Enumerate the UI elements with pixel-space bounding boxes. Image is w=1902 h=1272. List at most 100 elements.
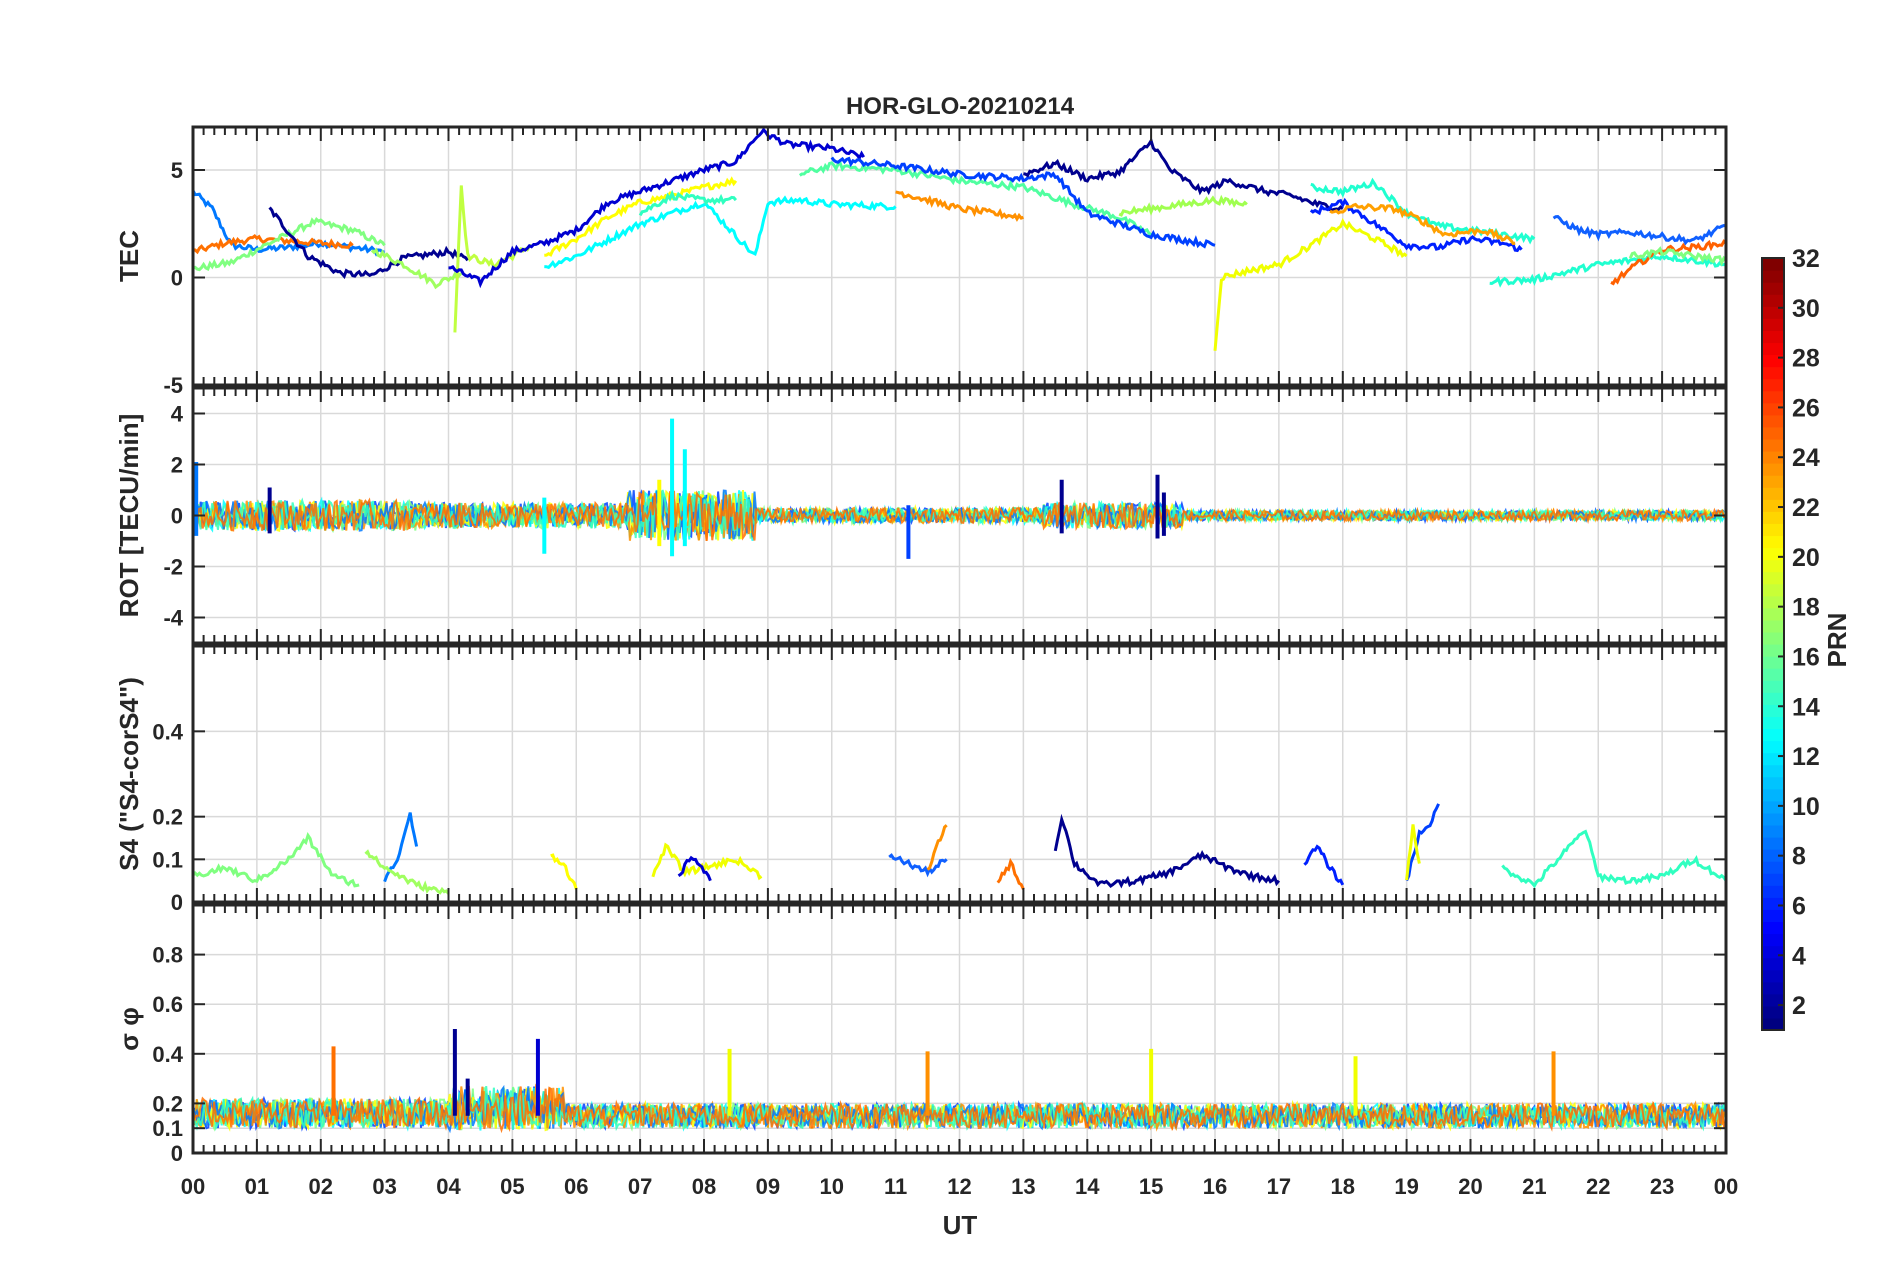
- colorbar-segment: [1762, 463, 1784, 476]
- colorbar-tick-label: 10: [1792, 793, 1820, 821]
- colorbar-segment: [1762, 824, 1784, 838]
- colorbar-segment: [1762, 752, 1784, 766]
- series-prn-1: [1023, 137, 1344, 212]
- x-tick-label: 02: [309, 1174, 333, 1199]
- x-ticks: [192, 388, 1727, 643]
- colorbar-segment: [1762, 861, 1784, 874]
- series-prn-24: [1610, 239, 1726, 286]
- colorbar-segment: [1762, 969, 1784, 983]
- colorbar-segment: [1762, 619, 1784, 633]
- series-prn-20: [544, 176, 738, 257]
- y-axis-label: TEC: [114, 230, 144, 282]
- x-tick-label: 21: [1522, 1174, 1546, 1199]
- colorbar-segment: [1762, 909, 1784, 923]
- panel-TEC: 5 0 -5 TEC: [114, 125, 1728, 398]
- series-prn-3: [448, 127, 865, 289]
- colorbar-segment: [1762, 945, 1784, 959]
- colorbar-segment: [1762, 451, 1784, 464]
- colorbar-tick-label: 16: [1792, 643, 1820, 671]
- colorbar-segment: [1762, 668, 1784, 681]
- y-tick-label: 0: [171, 1141, 183, 1166]
- series-prn-2: [268, 206, 469, 280]
- series-prn-18: [370, 247, 463, 290]
- x-tick-label: 16: [1203, 1174, 1227, 1199]
- y-tick-label: 0.1: [152, 847, 183, 872]
- series-prn-24: [193, 234, 354, 255]
- series-prn-7: [888, 853, 948, 878]
- series-prn-16: [193, 831, 360, 888]
- series-prn-21: [1405, 824, 1421, 881]
- y-axis-label: ROT [TECU/min]: [114, 414, 144, 618]
- colorbar-segment: [1762, 631, 1784, 645]
- colorbar-segment: [1762, 378, 1784, 392]
- y-tick-label: 4: [171, 402, 184, 427]
- colorbar-tick-label: 28: [1792, 345, 1820, 373]
- colorbar-tick-label: 22: [1792, 494, 1820, 522]
- x-tick-label: 18: [1331, 1174, 1355, 1199]
- series-prn-9: [193, 189, 385, 257]
- colorbar-segment: [1762, 426, 1784, 440]
- colorbar-segment: [1762, 366, 1784, 380]
- colorbar-tick-label: 4: [1792, 942, 1806, 970]
- colorbar-segment: [1762, 499, 1784, 512]
- colorbar-segment: [1762, 330, 1784, 344]
- panel-data: [193, 418, 1726, 559]
- colorbar-segment: [1762, 837, 1784, 850]
- colorbar-segment: [1762, 873, 1784, 886]
- x-tick-label: 08: [692, 1174, 716, 1199]
- colorbar-segment: [1762, 595, 1784, 609]
- colorbar-segment: [1762, 547, 1784, 561]
- colorbar-segment: [1762, 812, 1784, 826]
- noise-trace: [193, 1085, 1726, 1134]
- colorbar-segment: [1762, 438, 1784, 452]
- colorbar-tick-label: 32: [1792, 245, 1820, 273]
- colorbar-segment: [1762, 776, 1784, 790]
- x-tick-label: 15: [1139, 1174, 1163, 1199]
- colorbar-tick-label: 26: [1792, 394, 1820, 422]
- colorbar-segment: [1762, 740, 1784, 754]
- series-prn-21: [651, 842, 763, 881]
- x-ticks: [192, 905, 1727, 1153]
- y-tick-label: 2: [171, 453, 183, 478]
- colorbar-segment: [1762, 788, 1784, 802]
- colorbar-tick-label: 6: [1792, 892, 1806, 920]
- colorbar-segment: [1762, 692, 1784, 705]
- series-prn-4: [1405, 803, 1440, 882]
- series-prn-12: [544, 195, 897, 270]
- y-tick-label: 0.6: [152, 992, 183, 1017]
- x-tick-label: 03: [372, 1174, 396, 1199]
- series-prn-23: [895, 190, 1024, 222]
- series-prn-14: [1501, 829, 1726, 889]
- series-prn-13: [1489, 251, 1726, 288]
- colorbar-segment: [1762, 414, 1784, 428]
- x-tick-label: 10: [820, 1174, 844, 1199]
- series-prn-16: [1628, 246, 1726, 267]
- colorbar-label: PRN: [1822, 613, 1852, 668]
- colorbar-segment: [1762, 849, 1784, 862]
- x-tick-label: 04: [436, 1174, 461, 1199]
- x-tick-label: 11: [884, 1174, 907, 1199]
- y-tick-label: -5: [163, 373, 183, 398]
- colorbar-segment: [1762, 282, 1784, 295]
- colorbar-segment: [1762, 571, 1784, 585]
- colorbar-segment: [1762, 981, 1784, 995]
- x-tick-label: 00: [1714, 1174, 1738, 1199]
- x-tick-label: 00: [181, 1174, 205, 1199]
- y-tick-label: 0: [171, 890, 183, 915]
- colorbar-segment: [1762, 716, 1784, 730]
- x-ticks: [192, 646, 1727, 902]
- series-prn-4: [830, 156, 1216, 249]
- series-prn-14: [638, 189, 738, 217]
- series-prn-5: [1309, 197, 1523, 253]
- series-prn-23: [926, 824, 948, 871]
- y-tick-label: 0.4: [152, 1042, 183, 1067]
- colorbar-segment: [1762, 764, 1784, 778]
- colorbar-segment: [1762, 680, 1784, 693]
- y-tick-label: 0: [171, 504, 183, 529]
- x-tick-label: 17: [1267, 1174, 1291, 1199]
- colorbar-segment: [1762, 993, 1784, 1007]
- noise-trace: [193, 1086, 1726, 1132]
- colorbar-segment: [1762, 294, 1784, 307]
- x-ticks: [192, 127, 1727, 385]
